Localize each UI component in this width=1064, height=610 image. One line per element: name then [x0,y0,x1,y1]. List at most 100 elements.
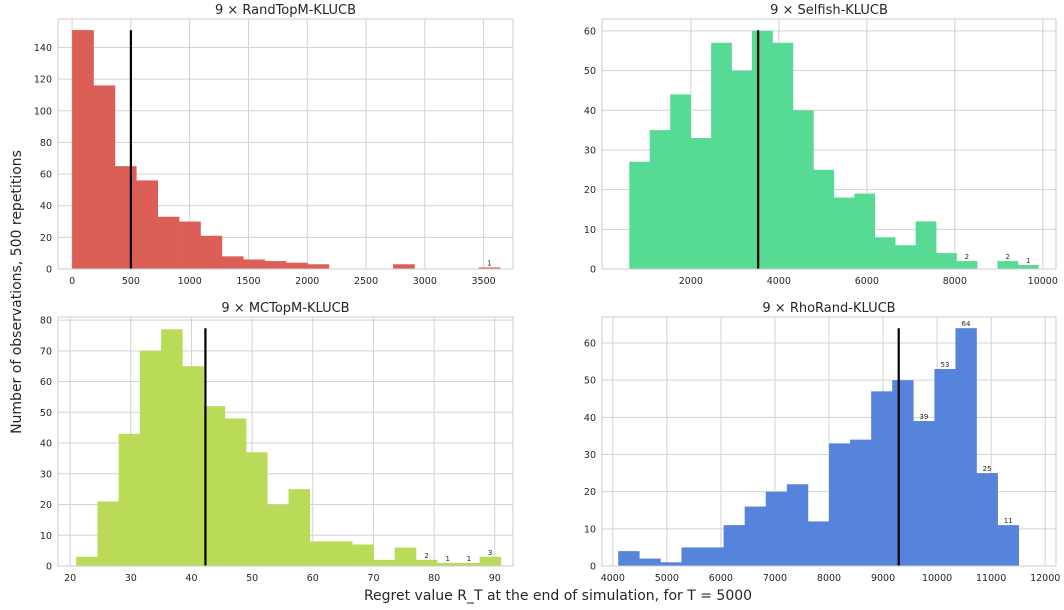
histogram-bar [286,263,308,269]
histogram-bar [416,560,438,566]
y-tick-label: 40 [40,439,52,450]
histogram-bar [331,541,353,566]
histogram-bar [246,452,268,566]
y-tick-label: 0 [590,265,596,276]
panel-title: 9 × MCTopM-KLUCB [221,301,349,316]
bar-count-label: 1 [487,259,491,267]
y-tick-label: 140 [34,43,52,54]
x-tick-label: 5000 [655,573,679,584]
histogram-bar [732,71,753,269]
histogram-bar [310,541,332,566]
y-tick-label: 20 [584,185,596,196]
histogram-bar [793,110,814,269]
x-tick-label: 70 [367,573,379,584]
y-tick-label: 30 [584,145,596,156]
x-tick-label: 4000 [601,573,625,584]
x-tick-label: 0 [69,276,75,287]
histogram-bar [660,562,681,566]
histogram-bar [913,421,934,566]
histogram-bar [808,521,829,566]
x-tick-label: 40 [185,573,197,584]
bar-count-label: 1 [1026,257,1030,265]
bar-count-label: 64 [962,320,971,328]
y-tick-label: 20 [584,487,596,498]
histogram-bar [957,261,978,269]
y-tick-label: 120 [34,75,52,86]
y-tick-label: 60 [40,377,52,388]
bar-count-label: 3 [488,549,492,557]
histogram-bar [977,473,998,566]
x-tick-label: 3500 [472,276,496,287]
x-axis-label: Regret value R_T at the end of simulatio… [364,588,752,604]
y-tick-label: 0 [46,562,52,573]
histogram-bar [307,264,329,269]
histogram-bar [204,406,226,566]
histogram-bar [179,222,201,269]
histogram-bar [373,560,395,566]
histogram-bar [289,489,311,566]
x-tick-label: 12000 [1030,573,1060,584]
panel-title: 9 × RhoRand-KLUCB [762,301,895,316]
y-tick-label: 10 [584,225,596,236]
x-tick-label: 8000 [817,573,841,584]
x-tick-label: 8000 [943,276,967,287]
histogram-bar [670,94,691,269]
histogram-bar [119,434,141,566]
panel-randtopm: 10 500 1000 1500 2000 2500 3000 350002040608010… [34,3,513,287]
histogram-bar [829,443,850,566]
histogram-bar [916,221,937,269]
y-tick-label: 50 [40,408,52,419]
histogram-bar [871,391,892,566]
histogram-bar [200,236,222,269]
histogram-bar [752,31,773,269]
panel-rhorand: 39 53 64 25 11 4000 5000 6000 7000 8000 9000 10000 1… [584,301,1060,584]
x-tick-label: 50 [246,573,258,584]
x-tick-label: 80 [428,573,440,584]
histogram-bar [222,256,244,269]
bar-count-label: 53 [940,361,949,369]
y-tick-label: 60 [40,170,52,181]
histogram-bar [875,237,896,269]
x-tick-label: 2000 [295,276,319,287]
bar-count-label: 1 [446,555,450,563]
histogram-bar [352,544,374,566]
y-tick-label: 20 [40,500,52,511]
histogram-bar [225,418,247,566]
histogram-bar [895,245,916,269]
y-tick-label: 30 [584,450,596,461]
histogram-bar [934,369,955,566]
bar-count-label: 2 [965,253,969,261]
y-tick-label: 10 [40,531,52,542]
x-tick-label: 3000 [413,276,437,287]
panel-title: 9 × RandTopM-KLUCB [215,3,356,18]
x-tick-label: 60 [307,573,319,584]
histogram-bar [955,328,976,566]
y-tick-label: 60 [584,339,596,350]
x-tick-label: 6000 [709,573,733,584]
x-tick-label: 4000 [767,276,791,287]
histogram-bar [115,166,137,269]
y-tick-label: 20 [40,233,52,244]
histogram-bar [681,547,702,566]
histogram-bar [813,170,834,269]
histogram-bar [766,492,787,566]
histogram-bar [1018,265,1039,269]
histogram-bar [711,43,732,269]
histogram-bar [892,380,913,566]
histogram-bar [854,194,875,269]
histogram-bar [629,162,650,269]
y-tick-label: 30 [40,469,52,480]
x-tick-label: 1000 [178,276,202,287]
histogram-bar [94,85,116,269]
bar-count-label: 2 [1005,253,1009,261]
histogram-bar [136,180,158,269]
x-tick-label: 10000 [922,573,952,584]
x-tick-label: 10000 [1028,276,1058,287]
histogram-bar [745,507,766,566]
histogram-bar [834,198,855,269]
x-tick-label: 20 [64,573,76,584]
histogram-bar [691,138,712,269]
histogram-bar [265,261,287,269]
x-tick-label: 11000 [976,573,1006,584]
x-tick-label: 2000 [679,276,703,287]
